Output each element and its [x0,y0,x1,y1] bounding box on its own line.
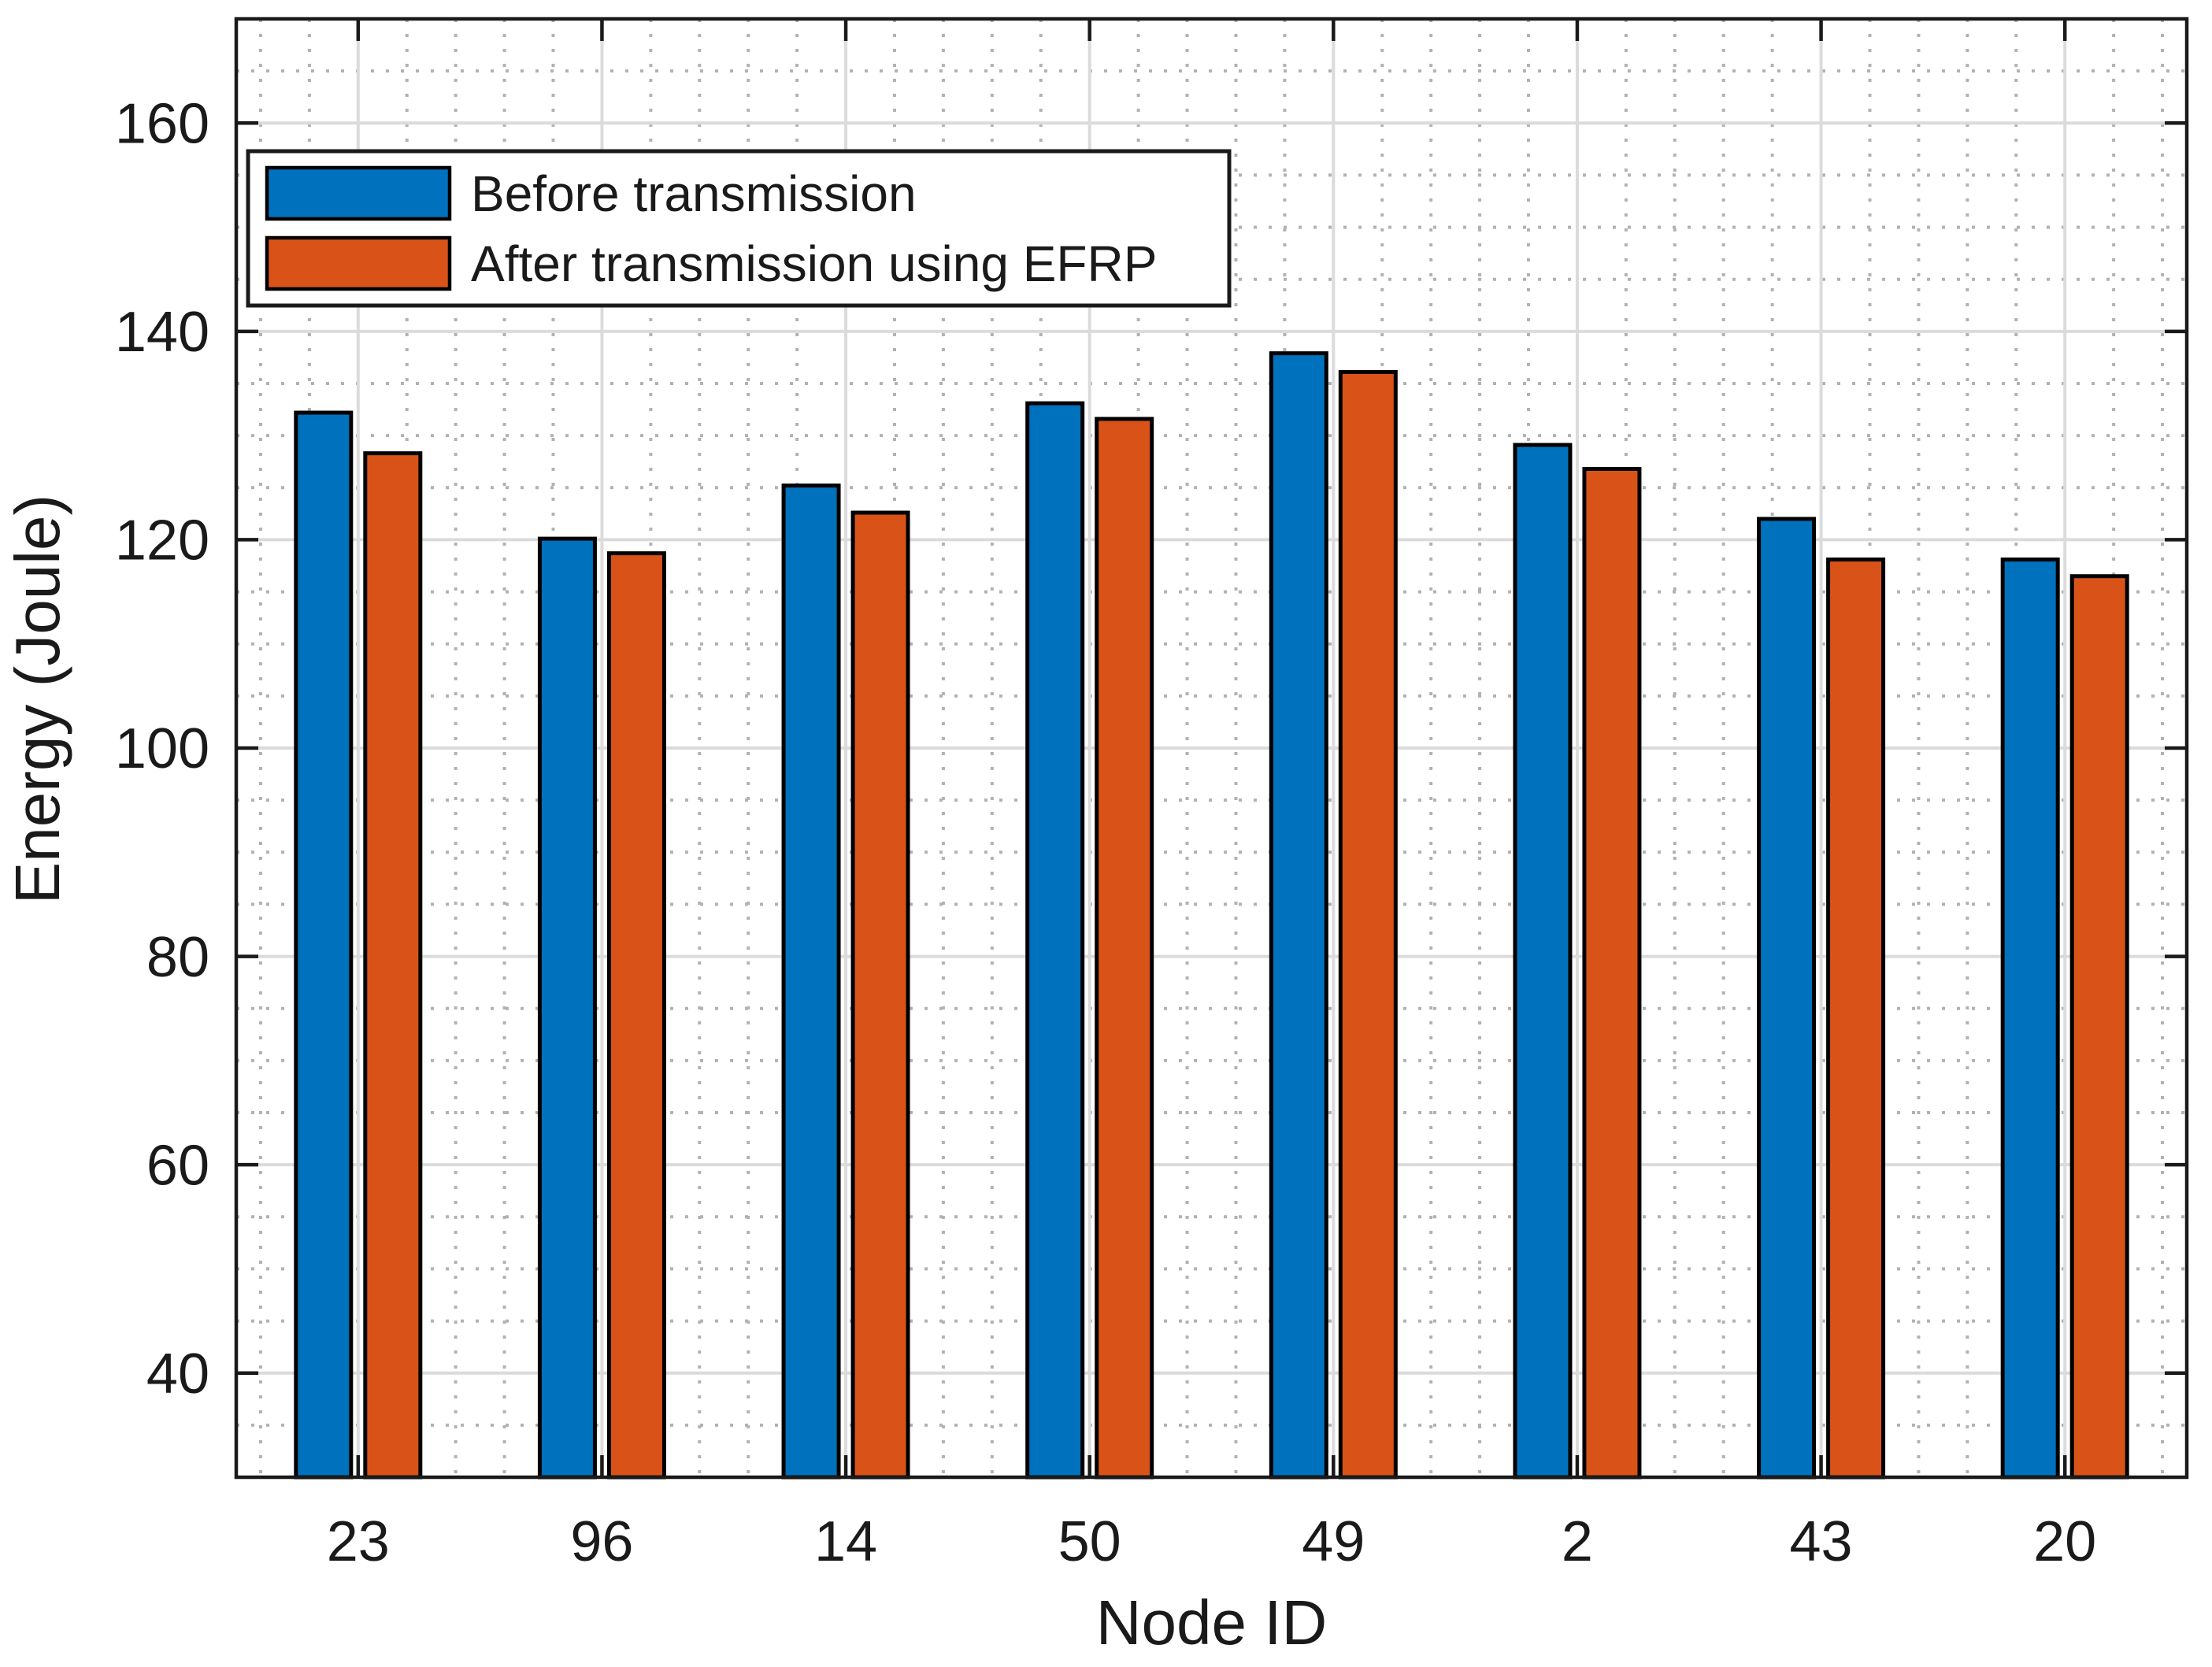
bar [781,483,841,1480]
x-tick-labels: 23 96 14 50 49 2 43 20 [327,1510,2096,1573]
x-tick-label: 23 [327,1510,390,1573]
axis-ticks [236,19,2187,1477]
bar [1757,517,1817,1480]
series-0 [294,351,2060,1480]
x-tick-label: 96 [570,1510,633,1573]
bar [1582,466,1642,1480]
x-tick-label: 43 [1790,1510,1853,1573]
x-tick-label: 14 [814,1510,877,1573]
y-tick-labels: 40 60 80 100 120 140 160 [115,92,209,1405]
legend: Before transmission After transmission us… [246,149,1232,308]
bar [1095,417,1154,1480]
bar [363,451,423,1480]
legend-label-0: Before transmission [471,165,917,222]
bar [1025,401,1085,1480]
y-tick-label: 160 [115,92,209,155]
bar [2000,558,2060,1480]
bar [294,410,354,1480]
x-axis-label: Node ID [1096,1587,1327,1658]
x-tick-label: 20 [2033,1510,2096,1573]
legend-label-1: After transmission using EFRP [471,235,1157,292]
series-1 [363,369,2129,1480]
y-tick-label: 80 [146,926,209,989]
x-tick-label: 49 [1302,1510,1365,1573]
bars [294,351,2129,1480]
bar [537,536,597,1480]
legend-swatch-0 [265,165,452,221]
x-tick-label: 2 [1562,1510,1593,1573]
y-tick-label: 60 [146,1134,209,1197]
y-tick-label: 40 [146,1343,209,1406]
bar [850,510,910,1480]
bar [1513,443,1573,1480]
bar [606,551,666,1480]
legend-swatch-1 [265,235,452,291]
bar [2069,574,2129,1480]
x-tick-label: 50 [1058,1510,1121,1573]
bar [1826,558,1886,1480]
y-tick-label: 140 [115,301,209,364]
y-tick-label: 100 [115,717,209,780]
y-tick-label: 120 [115,509,209,572]
bar [1269,351,1328,1480]
y-axis-label: Energy (Joule) [2,495,72,904]
bar [1338,369,1398,1480]
